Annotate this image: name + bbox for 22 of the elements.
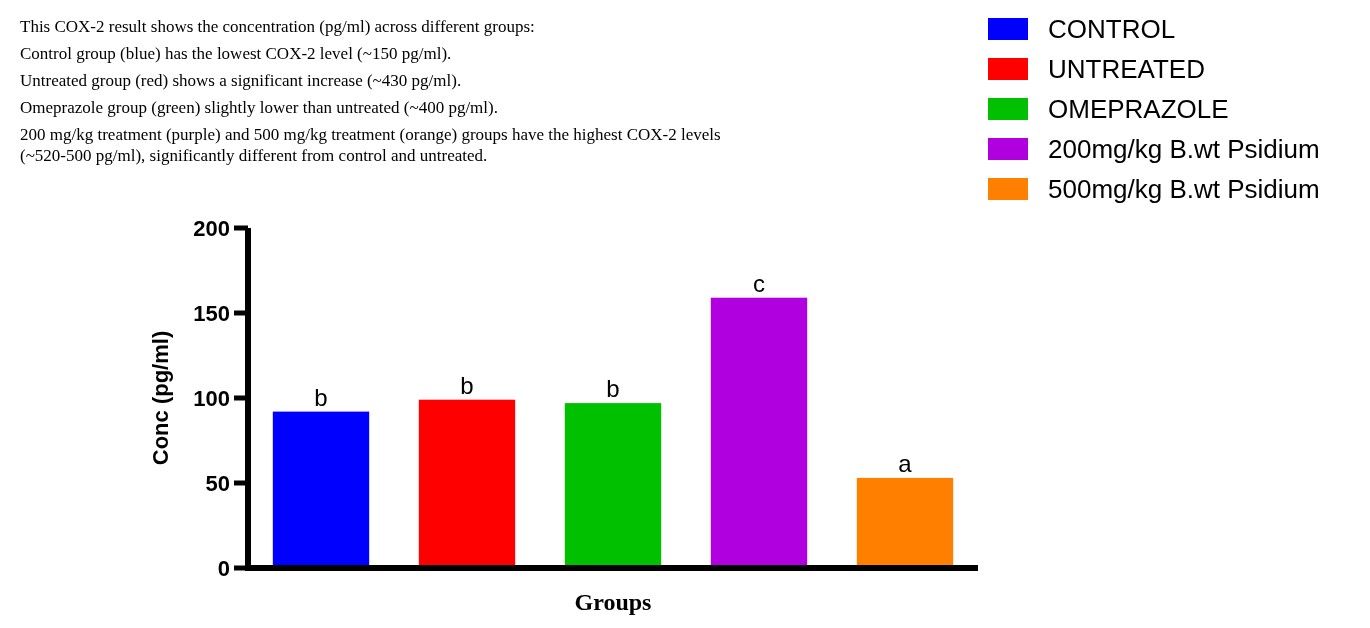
annotation: b bbox=[460, 371, 474, 399]
legend-label: UNTREATED bbox=[1048, 54, 1205, 85]
text: 200 mg/kg treatment (purple) and 500 mg/kg treatment (orange) groups have the highest COX-2 levels (~520-500 pg/ml), significantly different from control and untreated. bbox=[20, 125, 721, 165]
legend-label: 500mg/kg B.wt Psidium bbox=[1048, 174, 1320, 205]
y-tick-label: 50 bbox=[205, 470, 230, 496]
y-tick-label: 0 bbox=[217, 555, 230, 581]
y-tick-label: 150 bbox=[193, 300, 230, 326]
annotation: b bbox=[606, 375, 620, 403]
text: Untreated group (red) shows a significant increase (~430 pg/ml). bbox=[20, 71, 462, 90]
text: Omeprazole group (green) slightly lower than untreated (~400 pg/ml). bbox=[20, 98, 498, 117]
text: This COX-2 result shows the concentration (pg/ml) across different groups: bbox=[20, 17, 535, 36]
y-tick-label: 100 bbox=[193, 385, 230, 411]
legend-label: CONTROL bbox=[1048, 14, 1176, 45]
y-axis-title: Conc (pg/ml) bbox=[148, 330, 173, 466]
x-axis-title: Groups bbox=[574, 589, 652, 615]
annotation: c bbox=[753, 269, 765, 297]
legend-label: OMEPRAZOLE bbox=[1048, 94, 1229, 125]
y-tick-label: 200 bbox=[193, 215, 230, 241]
annotation: b bbox=[314, 383, 328, 411]
text: Control group (blue) has the lowest COX-2 level (~150 pg/ml). bbox=[20, 44, 452, 63]
legend-label: 200mg/kg B.wt Psidium bbox=[1048, 134, 1320, 165]
annotation: a bbox=[898, 449, 913, 477]
